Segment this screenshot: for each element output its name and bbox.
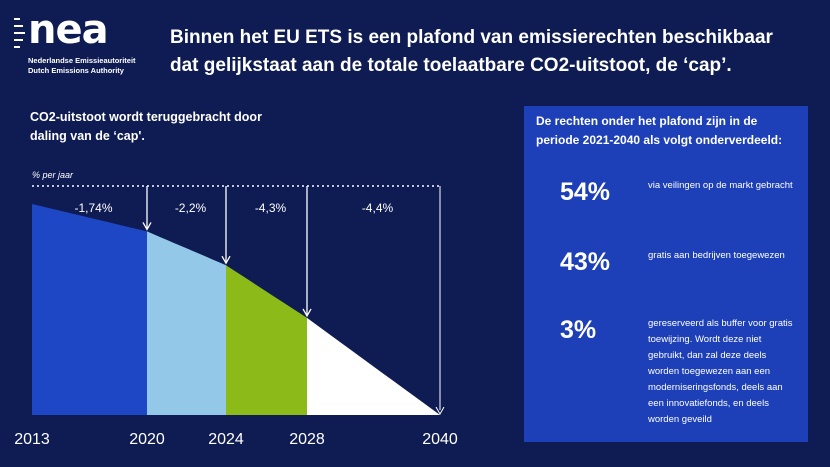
boundary-arrowhead bbox=[142, 222, 152, 231]
allocation-description: gratis aan bedrijven toegewezen bbox=[648, 250, 785, 261]
rate-label: -4,3% bbox=[255, 201, 287, 215]
x-tick-label: 2040 bbox=[422, 431, 458, 448]
cap-chart: % per jaar -1,74% -2,2% -4,3% -4,4% 2013 2020 2… bbox=[14, 170, 458, 448]
area-segment bbox=[147, 231, 226, 415]
x-tick-label: 2020 bbox=[129, 431, 165, 448]
area-segment bbox=[307, 317, 440, 415]
end-arrowhead bbox=[435, 406, 445, 416]
y-unit-label: % per jaar bbox=[32, 170, 74, 180]
panel-title: De rechten onder het plafond zijn in de … bbox=[536, 114, 783, 147]
nea-logo: nea Nederlandse Emissieautoriteit Dutch … bbox=[14, 7, 154, 78]
area-segment bbox=[32, 204, 147, 415]
logo-wordmark: nea bbox=[28, 7, 109, 53]
logo-bars-icon bbox=[14, 18, 26, 48]
allocation-percentage: 54% bbox=[560, 178, 611, 206]
area-segment bbox=[226, 265, 307, 415]
x-tick-label: 2028 bbox=[289, 431, 325, 448]
rate-label: -4,4% bbox=[362, 201, 394, 215]
logo-subtitle: Nederlandse Emissieautoriteit Dutch Emis… bbox=[28, 56, 136, 76]
rate-label: -2,2% bbox=[175, 201, 207, 215]
x-tick-label: 2013 bbox=[14, 431, 50, 448]
boundary-arrowhead bbox=[302, 308, 312, 318]
logo-line-2: Dutch Emissions Authority bbox=[28, 66, 124, 75]
allocation-panel: De rechten onder het plafond zijn in de … bbox=[524, 106, 808, 442]
allocation-description: gereserveerd als buffer voor gratis toew… bbox=[648, 318, 793, 425]
chart-title: CO2-uitstoot wordt teruggebracht door da… bbox=[30, 110, 262, 143]
allocation-description: via veilingen op de markt gebracht bbox=[648, 180, 793, 191]
headline: Binnen het EU ETS is een plafond van emi… bbox=[170, 27, 773, 76]
boundary-arrowhead bbox=[221, 255, 231, 265]
logo-line-1: Nederlandse Emissieautoriteit bbox=[28, 56, 136, 65]
rate-label: -1,74% bbox=[74, 201, 112, 215]
x-tick-label: 2024 bbox=[208, 431, 244, 448]
allocation-percentage: 43% bbox=[560, 248, 611, 276]
allocation-percentage: 3% bbox=[560, 316, 597, 344]
